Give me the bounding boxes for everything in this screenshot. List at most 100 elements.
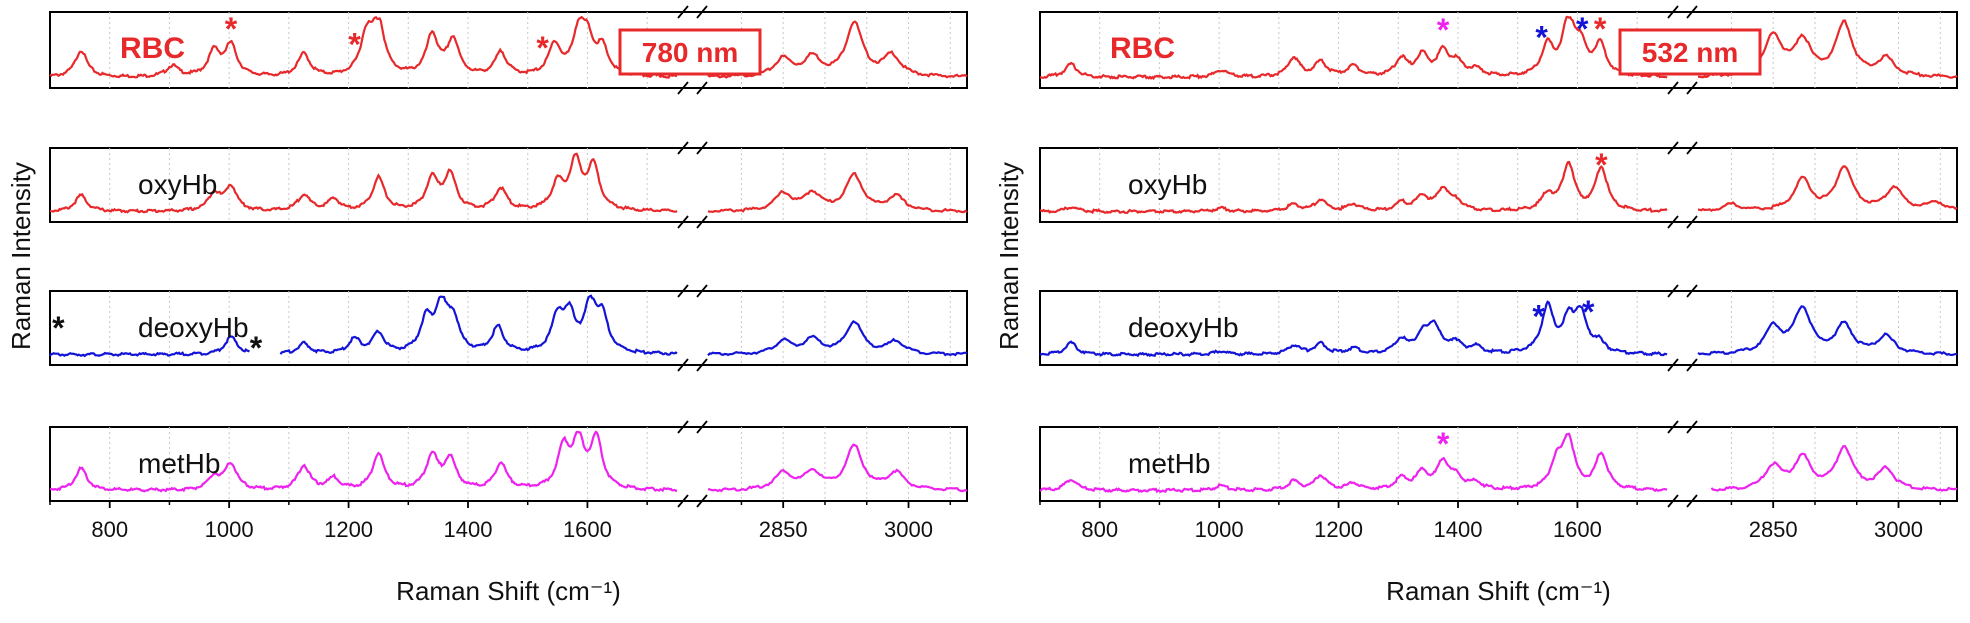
axis-break-mark	[1667, 5, 1679, 19]
panel-frame	[49, 11, 968, 89]
axis-break-mark	[696, 494, 708, 508]
spectrum-line	[1039, 432, 1668, 494]
peak-asterisk: *	[52, 310, 65, 346]
peak-asterisk: *	[536, 30, 549, 66]
panel-label-oxyHb: oxyHb	[138, 169, 217, 200]
panel-label-deoxyHb: deoxyHb	[138, 312, 249, 343]
x-tick-label: 1000	[1195, 517, 1244, 542]
laser-box	[618, 28, 762, 76]
axis-break-mark	[696, 420, 708, 434]
peak-asterisk: *	[1582, 294, 1595, 330]
x-tick-label: 1400	[444, 517, 493, 542]
spectrum-line	[49, 430, 678, 493]
panel-frame	[1039, 11, 1958, 89]
panel-metHb: metHb *	[1039, 420, 1958, 508]
axis-break-mark	[1667, 284, 1679, 298]
peak-asterisk: *	[1535, 19, 1548, 55]
axis-break-mark	[1667, 420, 1679, 434]
x-tick-label: 1000	[205, 517, 254, 542]
spectrum-line	[1039, 300, 1668, 358]
x-tick-label: 1400	[1434, 517, 1483, 542]
y-axis-label: Raman Intensity	[6, 162, 36, 350]
axis-break-mark	[1686, 494, 1698, 508]
panel-frame	[49, 290, 968, 366]
axis-break-mark	[677, 81, 689, 95]
laser-box	[1618, 28, 1762, 76]
x-tick-label: 1200	[1314, 517, 1363, 542]
panel-label-RBC: RBC	[120, 32, 185, 65]
axis-break-mark	[1686, 141, 1698, 155]
x-tick-label: 1600	[1553, 517, 1602, 542]
spectrum-line	[1039, 160, 1668, 215]
panel-label-deoxyHb: deoxyHb	[1128, 312, 1239, 343]
panel-frame	[49, 426, 968, 502]
spectrum-line	[49, 152, 678, 214]
x-tick-label: 3000	[884, 517, 933, 542]
spectrum-line	[1697, 305, 1957, 357]
panel-deoxyHb: deoxyHb * *	[1039, 284, 1958, 372]
axis-break-mark	[696, 358, 708, 372]
axis-break-mark	[1686, 284, 1698, 298]
laser-label: 532 nm	[1642, 37, 1739, 68]
x-tick-label: 2850	[759, 517, 808, 542]
spectrum-line	[707, 319, 968, 357]
panel-label-metHb: metHb	[1128, 448, 1210, 479]
panel-frame	[1039, 426, 1958, 502]
axis-break-mark	[696, 5, 708, 19]
panel-frame	[49, 147, 968, 223]
panel-metHb: metHb	[49, 420, 968, 508]
axis-break-mark	[696, 141, 708, 155]
spectrum-line	[707, 20, 968, 79]
x-axis-label: Raman Shift (cm⁻¹)	[396, 576, 621, 606]
x-axis-label: Raman Shift (cm⁻¹)	[1386, 576, 1611, 606]
peak-asterisk: *	[1594, 11, 1607, 47]
axis-break-mark	[1686, 5, 1698, 19]
axis-break-mark	[1667, 358, 1679, 372]
axis-break-mark	[696, 284, 708, 298]
axis-break-mark	[1686, 215, 1698, 229]
axis-break-mark	[1667, 494, 1679, 508]
axis-break-mark	[696, 215, 708, 229]
axis-break-mark	[677, 215, 689, 229]
laser-label: 780 nm	[642, 37, 739, 68]
axis-break-mark	[1686, 81, 1698, 95]
peak-asterisk: *	[1437, 12, 1450, 48]
axis-break-mark	[1667, 215, 1679, 229]
axis-break-mark	[1686, 358, 1698, 372]
axis-break-mark	[677, 358, 689, 372]
panel-label-metHb: metHb	[138, 448, 220, 479]
x-tick-labels: 800 1000 1200 1400 1600 2850 3000	[91, 517, 933, 542]
panel-RBC: RBC* * * *532 nm	[1039, 5, 1958, 95]
peak-asterisk: *	[1532, 298, 1545, 334]
panel-oxyHb: oxyHb *	[1039, 141, 1958, 229]
spectrum-line	[1040, 15, 1668, 81]
y-axis-label: Raman Intensity	[994, 162, 1024, 350]
axis-break-mark	[1667, 81, 1679, 95]
axis-break-mark	[696, 81, 708, 95]
x-tick-label: 2850	[1749, 517, 1798, 542]
peak-asterisk: *	[225, 11, 238, 47]
axis-break-mark	[1667, 141, 1679, 155]
panel-label-oxyHb: oxyHb	[1128, 169, 1207, 200]
panel-frame	[1039, 147, 1958, 223]
axis-break-mark	[677, 420, 689, 434]
peak-asterisk: *	[348, 26, 361, 62]
panel-frame	[1039, 290, 1958, 366]
peak-asterisk: *	[1576, 11, 1589, 47]
peak-asterisk: *	[250, 330, 263, 366]
peak-asterisk: *	[1437, 426, 1450, 462]
panel-oxyHb: oxyHb	[49, 141, 968, 229]
x-tick-label: 3000	[1874, 517, 1923, 542]
spectrum-line	[1710, 445, 1958, 492]
spectrum-line	[1697, 165, 1958, 213]
axis-break-mark	[677, 5, 689, 19]
spectrum-line	[707, 443, 968, 493]
x-tick-label: 800	[1081, 517, 1118, 542]
x-tick-label: 1600	[563, 517, 612, 542]
x-tick-label: 800	[91, 517, 128, 542]
panel-deoxyHb: deoxyHb**	[49, 284, 968, 372]
spectrum-line	[707, 172, 968, 214]
